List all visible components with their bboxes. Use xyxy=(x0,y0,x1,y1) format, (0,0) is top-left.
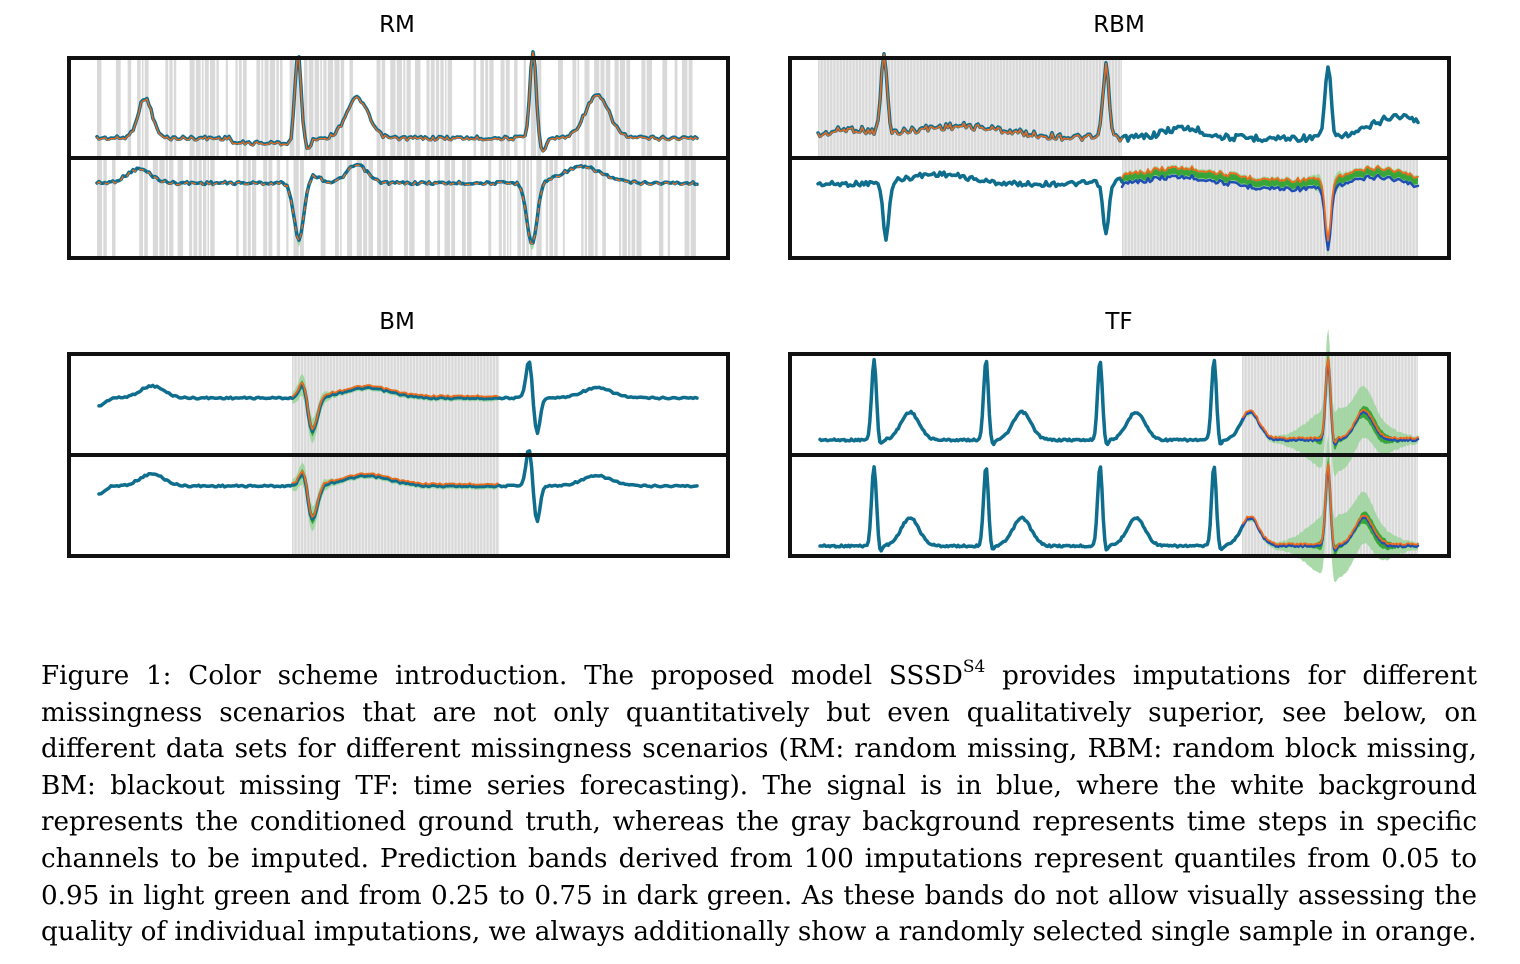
figure-caption: Figure 1: Color scheme introduction. The… xyxy=(41,658,1477,951)
quantile-band xyxy=(1122,166,1418,248)
plot-bm xyxy=(67,352,730,558)
caption-text-2: provides imputations for different missi… xyxy=(41,661,1477,948)
signal-line xyxy=(97,360,699,436)
sample-line xyxy=(1242,357,1419,444)
panel-title-rm: RM xyxy=(379,12,415,38)
sample-line xyxy=(291,470,499,518)
caption-text-1: Color scheme introduction. The proposed … xyxy=(188,661,963,691)
sample-line xyxy=(96,51,698,153)
signal-line xyxy=(816,170,1124,242)
signal-line xyxy=(818,465,1245,553)
signal-line xyxy=(818,357,1245,447)
caption-superscript: S4 xyxy=(962,657,986,677)
sample-line xyxy=(817,53,1123,143)
sample-line xyxy=(1121,165,1419,242)
signal-line xyxy=(97,449,699,524)
panel-title-tf: TF xyxy=(1105,309,1133,335)
signal-line xyxy=(1120,173,1420,252)
plot-rm xyxy=(67,50,730,260)
signal-line xyxy=(95,162,699,245)
panel-title-bm: BM xyxy=(379,309,415,335)
sample-line xyxy=(96,164,698,245)
sample-line xyxy=(291,381,499,431)
plot-tf xyxy=(788,328,1451,583)
plot-rbm xyxy=(788,51,1451,260)
panel-title-rbm: RBM xyxy=(1093,12,1145,38)
caption-label: Figure 1: xyxy=(41,661,172,691)
sample-line xyxy=(1242,462,1419,550)
figure-1: RM RBM BM TF xyxy=(67,12,1451,583)
